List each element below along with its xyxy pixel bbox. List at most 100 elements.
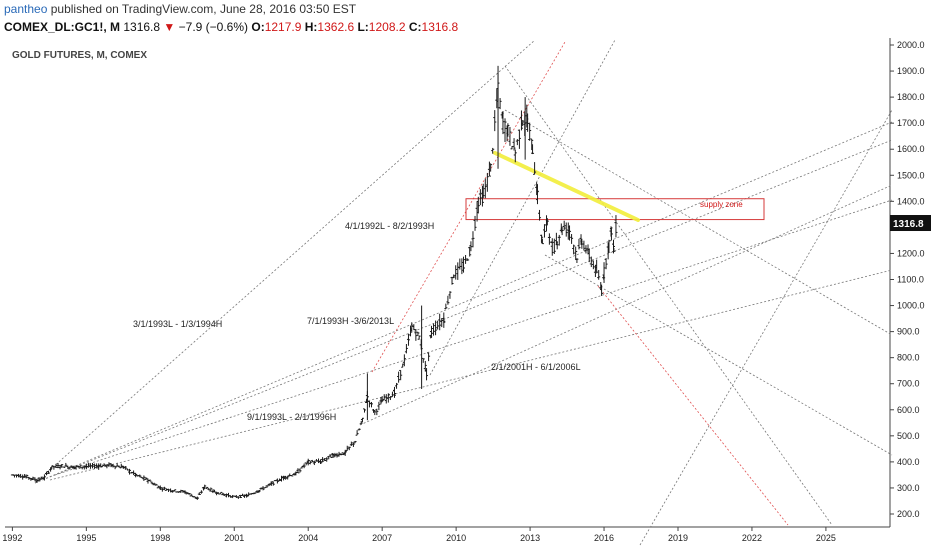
price-bar [540, 234, 544, 244]
author-link[interactable]: pantheo [4, 2, 48, 16]
x-tick-label: 1995 [76, 533, 96, 543]
price-bar [402, 354, 406, 367]
price-bar [115, 463, 119, 467]
down-arrow-icon: ▼ [163, 20, 176, 34]
price-bar [173, 489, 177, 492]
price-bar [417, 335, 421, 340]
price-bar [199, 490, 203, 494]
price-bar [304, 462, 308, 466]
y-tick-label: 500.0 [897, 431, 920, 441]
price-bar [562, 220, 566, 231]
price-bar [154, 483, 158, 486]
price-bar [323, 458, 327, 462]
price-bar [425, 368, 429, 381]
price-bar [117, 465, 121, 468]
price-bar [440, 318, 444, 328]
price-bar [286, 475, 290, 480]
trend-line [359, 184, 893, 426]
last-price-tag [890, 215, 931, 232]
price-bar [273, 480, 277, 482]
y-tick-label: 1700.0 [897, 118, 925, 128]
price-bar [386, 393, 390, 403]
price-bar [392, 386, 396, 398]
price-bar [614, 215, 618, 238]
price-bar [572, 244, 576, 255]
price-bar [331, 453, 335, 456]
price-bar [469, 241, 473, 252]
price-bar [559, 223, 563, 233]
price-bar [582, 240, 586, 251]
y-tick-label: 1500.0 [897, 170, 925, 180]
price-bar [446, 295, 450, 305]
price-bar [395, 382, 399, 389]
price-bar [489, 163, 493, 172]
price-bar [468, 246, 472, 257]
y-tick-label: 700.0 [897, 379, 920, 389]
price-bar [375, 408, 379, 416]
price-bar [512, 138, 516, 151]
symbol-ticker[interactable]: COMEX_DL:GC1!, M [4, 20, 121, 34]
price-bar [82, 465, 86, 470]
price-bar [144, 477, 148, 480]
price-bar [363, 408, 367, 413]
trend-line [544, 254, 893, 456]
x-tick-label: 2010 [446, 533, 466, 543]
price-bar [62, 466, 66, 468]
price-bar [292, 473, 296, 476]
price-bar [367, 400, 371, 408]
price-bar [302, 463, 306, 469]
price-bar [595, 259, 599, 274]
price-bar [284, 475, 288, 480]
price-bar [127, 468, 131, 475]
price-bar [531, 144, 535, 155]
low-label: L: [357, 20, 369, 34]
price-bar [476, 196, 480, 214]
x-tick-label: 2001 [224, 533, 244, 543]
price-bar [458, 258, 462, 270]
price-bar [501, 111, 505, 135]
x-tick-label: 1992 [2, 533, 22, 543]
price-bar [401, 363, 405, 368]
y-tick-label: 1000.0 [897, 301, 925, 311]
price-bar [555, 241, 559, 250]
price-bar [84, 463, 88, 469]
x-tick-label: 2004 [298, 533, 318, 543]
price-bar [158, 485, 162, 490]
y-tick-label: 1400.0 [897, 196, 925, 206]
price-bar [150, 481, 154, 485]
low-value: 1208.2 [368, 20, 406, 34]
price-bar [462, 256, 466, 273]
trend-line [504, 65, 833, 526]
price-bar [552, 238, 556, 255]
price-bar [498, 98, 502, 110]
high-value: 1362.6 [317, 20, 355, 34]
price-bar [219, 491, 223, 495]
trend-line [34, 39, 536, 484]
supply-zone-box [465, 198, 765, 221]
price-bar [540, 238, 544, 245]
x-tick-label: 2025 [816, 533, 836, 543]
price-bar [557, 234, 561, 246]
y-tick-label: 800.0 [897, 353, 920, 363]
price-bar [238, 494, 242, 499]
price-bar [169, 488, 173, 493]
price-bar [123, 466, 127, 470]
x-tick-label: 2016 [594, 533, 614, 543]
price-bar [78, 465, 82, 469]
price-bar [253, 492, 257, 495]
price-bar [152, 482, 156, 486]
price-bar [575, 258, 579, 263]
price-bar [436, 320, 440, 330]
price-bar [513, 149, 517, 163]
price-bar [353, 440, 357, 444]
trend-line [54, 199, 893, 476]
price-bar [263, 486, 267, 489]
price-bar [545, 219, 549, 226]
price-bar [545, 215, 549, 232]
price-bar [39, 476, 43, 480]
trendline-annotation: 7/1/1993H -3/6/2013L [307, 316, 394, 326]
price-bar [612, 247, 616, 253]
price-bar [47, 470, 51, 475]
price-bar [377, 401, 381, 411]
